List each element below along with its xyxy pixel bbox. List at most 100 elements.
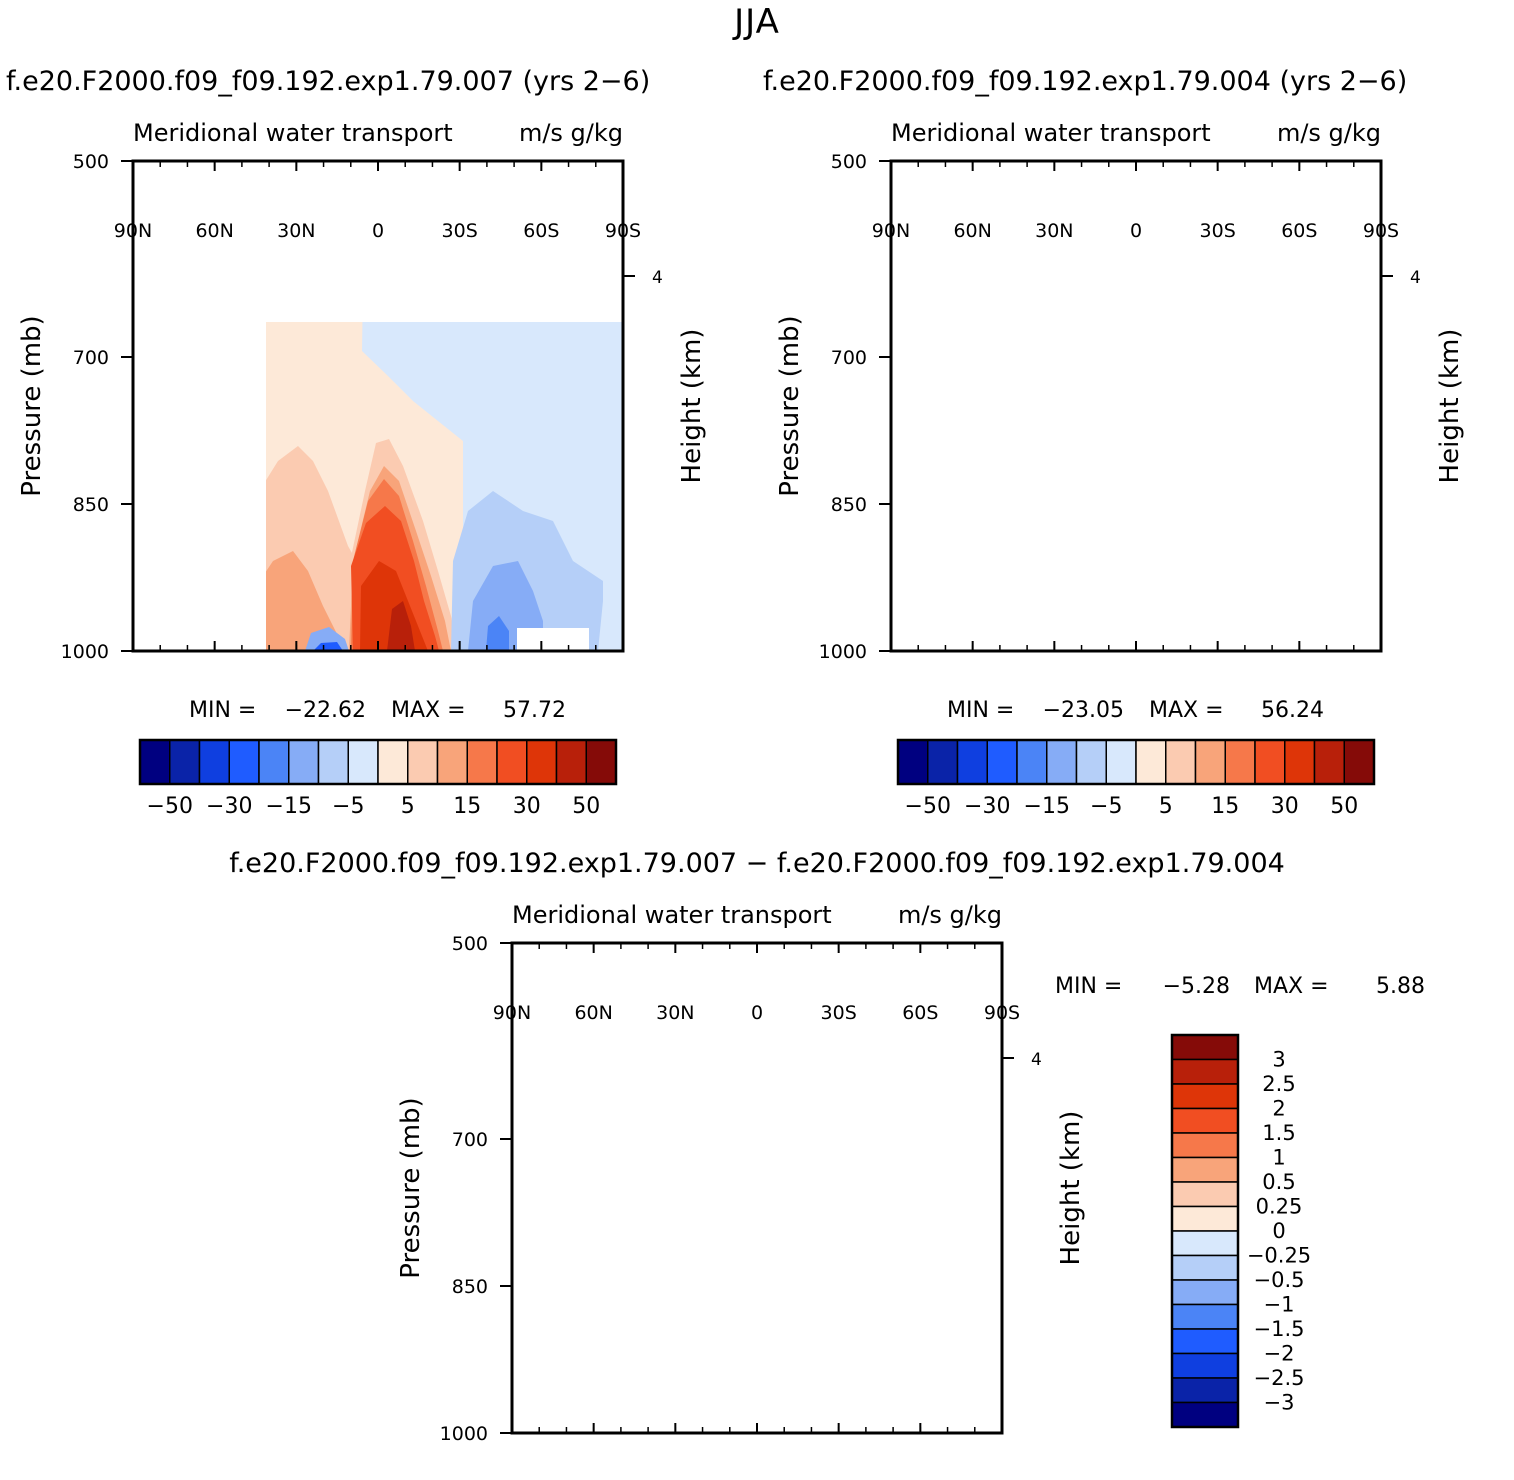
diff-panel-colorbar-box: [1171, 1181, 1239, 1208]
left-panel-xtick-label: 60N: [195, 220, 233, 242]
diff-panel-height-tick-label: 4: [1031, 1050, 1042, 1070]
diff-panel-colorbar-label: −1: [1264, 1293, 1295, 1317]
right-panel-colorbar-box: [1135, 739, 1167, 785]
left-panel-polar-edge: [598, 322, 623, 651]
right-panel-colorbar-box: [897, 739, 929, 785]
diff-panel-colorbar-box: [1171, 1328, 1239, 1355]
left-panel-max-label: MAX =: [391, 698, 466, 723]
left-panel-colorbar-box: [169, 739, 201, 785]
right-panel-colorbar-box: [1165, 739, 1197, 785]
diff-panel-colorbar-label: 0.5: [1262, 1170, 1295, 1194]
left-panel-min-value: −22.62: [285, 698, 366, 723]
left-panel-colorbar-box: [228, 739, 260, 785]
left-panel-colorbar-box: [317, 739, 349, 785]
left-panel-contour-neg15: [486, 616, 509, 651]
left-panel-field: [266, 322, 623, 651]
diff-panel-ylabel: Pressure (mb): [396, 1097, 426, 1278]
diff-panel-contour-05: [732, 1093, 794, 1433]
right-case-title: f.e20.F2000.f09_f09.192.exp1.79.004 (yrs…: [763, 66, 1408, 97]
diff-panel-contour-025: [717, 1023, 807, 1433]
right-panel-contour-20: [1109, 479, 1201, 651]
diff-panel-min-label: MIN =: [1055, 974, 1122, 999]
left-panel-colorbar-label: −30: [206, 794, 252, 819]
diff-panel-ytick-label: 700: [452, 1129, 488, 1151]
right-panel-contour-40: [1118, 561, 1186, 651]
left-panel-colorbar-box: [377, 739, 409, 785]
right-panel-colorbar-box: [1075, 739, 1107, 785]
left-panel-colorbar-box: [198, 739, 230, 785]
right-panel-colorbar-box: [986, 739, 1018, 785]
left-case-title: f.e20.F2000.f09_f09.192.exp1.79.007 (yrs…: [6, 66, 651, 97]
left-panel-ytick-label: 1000: [61, 641, 109, 663]
diff-panel-max-value: 5.88: [1376, 974, 1425, 999]
diff-panel-ylabel-right: Height (km): [1056, 1111, 1086, 1266]
left-panel-ylabel-right: Height (km): [677, 329, 707, 484]
right-panel-colorbar-label: 50: [1330, 794, 1358, 819]
left-panel-colorbar-label: −50: [147, 794, 193, 819]
diff-panel-colorbar-box: [1171, 1083, 1239, 1110]
diff-panel-colorbar-box: [1171, 1034, 1239, 1061]
right-panel-colorbar: −50 −30 −15 −5 5 15 30 50: [896, 738, 1376, 819]
left-panel-colorbar-label: −15: [266, 794, 312, 819]
left-panel-axes: 90N 60N 30N 0 30S 60S 90S 500 700 850 1000 4 Meridio…: [17, 119, 707, 663]
left-panel-xtick-label: 60S: [523, 220, 559, 242]
diff-panel-colorbar-label: −0.25: [1247, 1244, 1311, 1268]
right-panel-xtick-label: 30N: [1035, 220, 1073, 242]
diff-panel-ytick-label: 850: [452, 1276, 488, 1298]
diff-panel-colorbar-box: [1171, 1058, 1239, 1085]
right-panel-colorbar-box: [1284, 739, 1316, 785]
diff-panel-contour-025-b: [842, 1063, 917, 1433]
left-panel-xtick-label: 0: [372, 220, 384, 242]
left-panel-colorbar-label: 5: [401, 794, 415, 819]
right-panel-colorbar-box: [1105, 739, 1137, 785]
diff-panel-colorbar-box: [1171, 1352, 1239, 1379]
left-panel-ytick-label: 700: [73, 347, 109, 369]
left-panel-colorbar-box: [496, 739, 528, 785]
left-panel-units-label: m/s g/kg: [519, 119, 623, 147]
right-panel-plot-title: Meridional water transport: [891, 119, 1211, 147]
diff-panel-colorbar-frame: [1170, 1033, 1240, 1429]
right-panel-colorbar-label: −50: [905, 794, 951, 819]
right-panel-ytick-label: 500: [831, 151, 867, 173]
right-panel-colorbar-box: [1194, 739, 1226, 785]
diff-panel-colorbar-box: [1171, 1279, 1239, 1306]
right-panel-colorbar-box: [1343, 739, 1375, 785]
left-panel-colorbar-label: 15: [453, 794, 481, 819]
diff-panel-contour-neg025-f: [512, 1343, 572, 1433]
diff-panel-xtick-label: 30S: [821, 1002, 857, 1024]
right-panel-xtick-label: 60N: [953, 220, 991, 242]
diff-panel-xtick-label: 90N: [493, 1002, 531, 1024]
left-panel-colorbar-box: [436, 739, 468, 785]
right-panel-colorbar-label: 30: [1271, 794, 1299, 819]
diff-panel-colorbar-box: [1171, 1401, 1239, 1428]
left-panel-contour-50: [387, 601, 415, 651]
diff-panel-ytick-label: 1000: [440, 1423, 488, 1445]
right-panel-contour-equator-5: [1101, 439, 1216, 651]
right-panel-contour-neg5: [1209, 491, 1361, 651]
diff-panel-contour-neg1-a: [680, 1303, 707, 1433]
diff-panel-colorbar-label: −1.5: [1254, 1317, 1305, 1341]
left-panel-xtick-label: 30S: [442, 220, 478, 242]
diff-panel-contour-neg25: [568, 1403, 582, 1433]
left-panel-colorbar: −50 −30 −15 −5 5 15 30 50: [138, 738, 618, 819]
left-panel-xtick-label: 30N: [277, 220, 315, 242]
diff-panel-colorbar-label: 2.5: [1262, 1072, 1295, 1096]
diff-panel-colorbar-label: 1: [1272, 1146, 1285, 1170]
left-panel-missing-data: [517, 628, 589, 651]
right-panel-contour-50: [1145, 601, 1173, 651]
right-panel-contour-10: [946, 551, 1106, 651]
diff-panel-colorbar-box: [1171, 1132, 1239, 1159]
left-panel-colorbar-label: 50: [572, 794, 600, 819]
figure-title: JJA: [734, 2, 780, 42]
diff-panel-units-label: m/s g/kg: [898, 901, 1002, 929]
diff-panel-contour-neg05-a: [632, 1243, 682, 1433]
left-panel-colorbar-box: [258, 739, 290, 785]
right-panel-axes: 90N 60N 30N 0 30S 60S 90S 500 700 850 1000 4 Meridio…: [775, 119, 1465, 663]
left-panel-xtick-label: 90S: [605, 220, 641, 242]
diff-panel-max-label: MAX =: [1254, 974, 1329, 999]
diff-panel-contour-05-c: [647, 1318, 670, 1433]
left-panel-colorbar-box: [555, 739, 587, 785]
right-panel-units-label: m/s g/kg: [1277, 119, 1381, 147]
right-panel-contour-neg15: [1244, 616, 1267, 651]
